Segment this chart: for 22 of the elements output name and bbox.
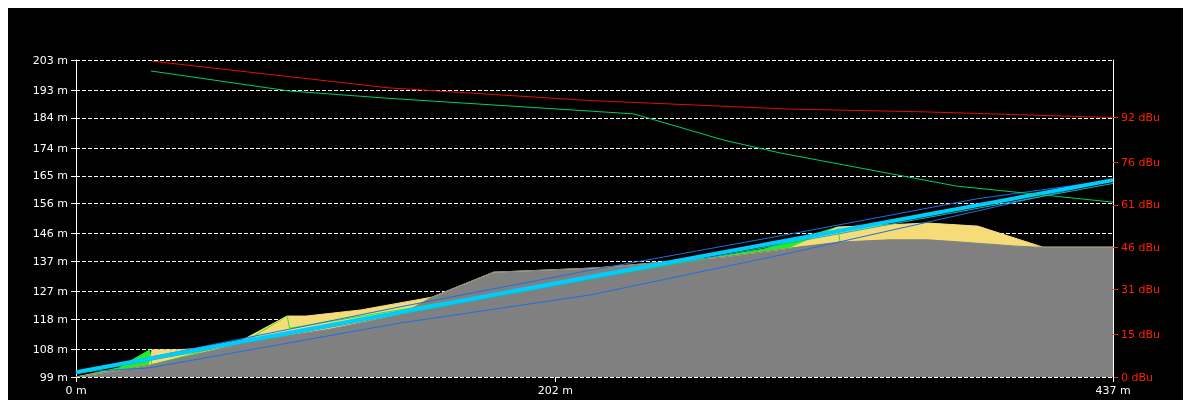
y-tick-label: 165 m — [32, 169, 68, 183]
y2-tick-label: 92 dBu — [1121, 111, 1160, 125]
y2-tick-label: 61 dBu — [1121, 198, 1160, 212]
y-tick-label: 174 m — [32, 141, 68, 155]
x-tick-label: 202 m — [537, 384, 573, 397]
y2-tick-label: 15 dBu — [1121, 328, 1160, 342]
y-tick-label: 184 m — [32, 111, 68, 125]
y-tick-label: 118 m — [32, 312, 68, 326]
x-tick-label: 437 m — [1095, 384, 1131, 397]
y-tick-label: 203 m — [32, 53, 68, 67]
y2-tick-label: 76 dBu — [1121, 156, 1160, 170]
y-tick-label: 127 m — [32, 285, 68, 299]
y-tick-label: 137 m — [32, 254, 68, 268]
y2-tick-label: 31 dBu — [1121, 283, 1160, 297]
y-tick-label: 99 m — [39, 370, 68, 384]
y2-tick-label: 46 dBu — [1121, 240, 1160, 254]
y-tick-label: 193 m — [32, 83, 68, 97]
y-tick-label: 146 m — [32, 227, 68, 241]
y-tick-label: 108 m — [32, 343, 68, 357]
y2-tick-label: 0 dBu — [1121, 370, 1153, 384]
y-tick-label: 156 m — [32, 196, 68, 210]
x-tick-label: 0 m — [65, 384, 87, 397]
